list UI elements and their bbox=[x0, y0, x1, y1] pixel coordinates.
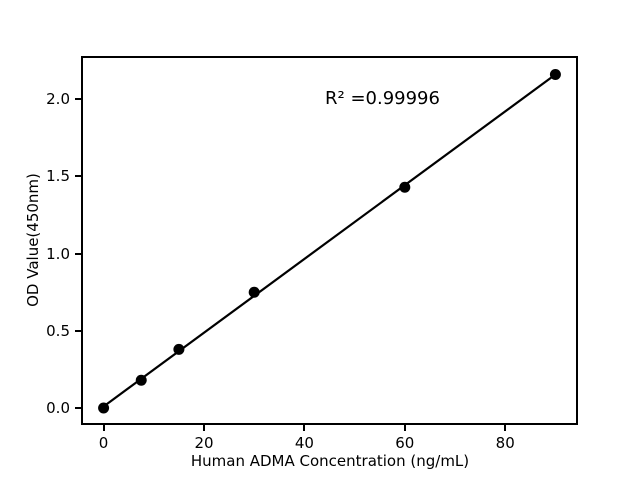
fit-line bbox=[102, 73, 557, 408]
data-point bbox=[98, 402, 110, 414]
x-tick-mark bbox=[202, 425, 205, 431]
y-tick-label: 0.0 bbox=[46, 399, 70, 418]
x-axis-label: Human ADMA Concentration (ng/mL) bbox=[190, 452, 470, 470]
x-tick-label: 40 bbox=[294, 434, 314, 452]
data-point bbox=[248, 286, 260, 298]
data-point bbox=[173, 343, 185, 355]
y-axis-label: OD Value(450nm) bbox=[24, 173, 42, 307]
data-point bbox=[399, 181, 411, 193]
x-tick-label: 20 bbox=[194, 434, 214, 452]
x-tick-mark bbox=[303, 425, 306, 431]
x-tick-label: 80 bbox=[495, 434, 515, 452]
data-point bbox=[549, 69, 561, 81]
y-tick-label: 2.0 bbox=[46, 90, 70, 109]
data-point bbox=[135, 374, 147, 386]
x-tick-mark bbox=[403, 425, 406, 431]
r-squared-annotation: R² =0.99996 bbox=[325, 88, 440, 109]
y-tick-mark bbox=[75, 407, 81, 410]
x-tick-mark bbox=[102, 425, 105, 431]
y-tick-label: 1.0 bbox=[46, 244, 70, 263]
x-tick-label: 60 bbox=[395, 434, 415, 452]
y-tick-mark bbox=[75, 98, 81, 101]
x-tick-label: 0 bbox=[98, 434, 109, 452]
y-tick-mark bbox=[75, 252, 81, 255]
y-tick-mark bbox=[75, 175, 81, 178]
x-tick-mark bbox=[504, 425, 507, 431]
y-tick-label: 1.5 bbox=[46, 167, 70, 186]
y-tick-mark bbox=[75, 329, 81, 332]
y-tick-label: 0.5 bbox=[46, 321, 70, 340]
